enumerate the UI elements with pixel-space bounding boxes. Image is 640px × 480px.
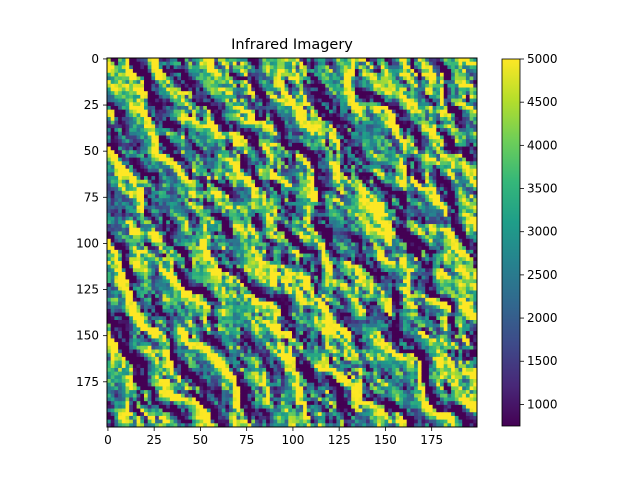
- x-tick-label: 25: [147, 433, 162, 447]
- colorbar-tick-label: 2500: [527, 268, 558, 282]
- colorbar-tick-label: 2000: [527, 311, 558, 325]
- colorbar-tick-label: 1500: [527, 354, 558, 368]
- x-tick-label: 0: [104, 433, 112, 447]
- y-tick-label: 125: [76, 283, 99, 297]
- chart-title: Infrared Imagery: [231, 37, 353, 53]
- y-tick-label: 25: [84, 98, 99, 112]
- y-axis: 0 25 50 75 100 125 150 175: [76, 52, 107, 389]
- x-axis: 0 25 50 75 100 125 150 175: [104, 427, 443, 447]
- x-tick-label: 125: [328, 433, 351, 447]
- x-tick-label: 75: [239, 433, 254, 447]
- colorbar-tick-label: 4000: [527, 138, 558, 152]
- x-tick-label: 150: [374, 433, 397, 447]
- colorbar-tick-label: 3500: [527, 182, 558, 196]
- y-tick-label: 175: [76, 375, 99, 389]
- plot-frame: [106, 57, 478, 428]
- colorbar-tick-label: 1000: [527, 397, 558, 411]
- x-tick-label: 175: [420, 433, 443, 447]
- y-tick-label: 75: [84, 190, 99, 204]
- colorbar-tick-label: 3000: [527, 225, 558, 239]
- x-tick-label: 50: [193, 433, 208, 447]
- y-tick-label: 100: [76, 236, 99, 250]
- y-tick-label: 50: [84, 144, 99, 158]
- x-tick-label: 100: [281, 433, 304, 447]
- y-tick-label: 0: [91, 52, 99, 66]
- colorbar-tick-label: 4500: [527, 95, 558, 109]
- colorbar-gradient: [501, 58, 521, 427]
- heatmap-image: [107, 58, 477, 427]
- colorbar-tick-label: 5000: [527, 52, 558, 66]
- colorbar: 1000 1500 2000 2500 3000 3500 4000 4500 5000: [501, 52, 558, 427]
- y-tick-label: 150: [76, 329, 99, 343]
